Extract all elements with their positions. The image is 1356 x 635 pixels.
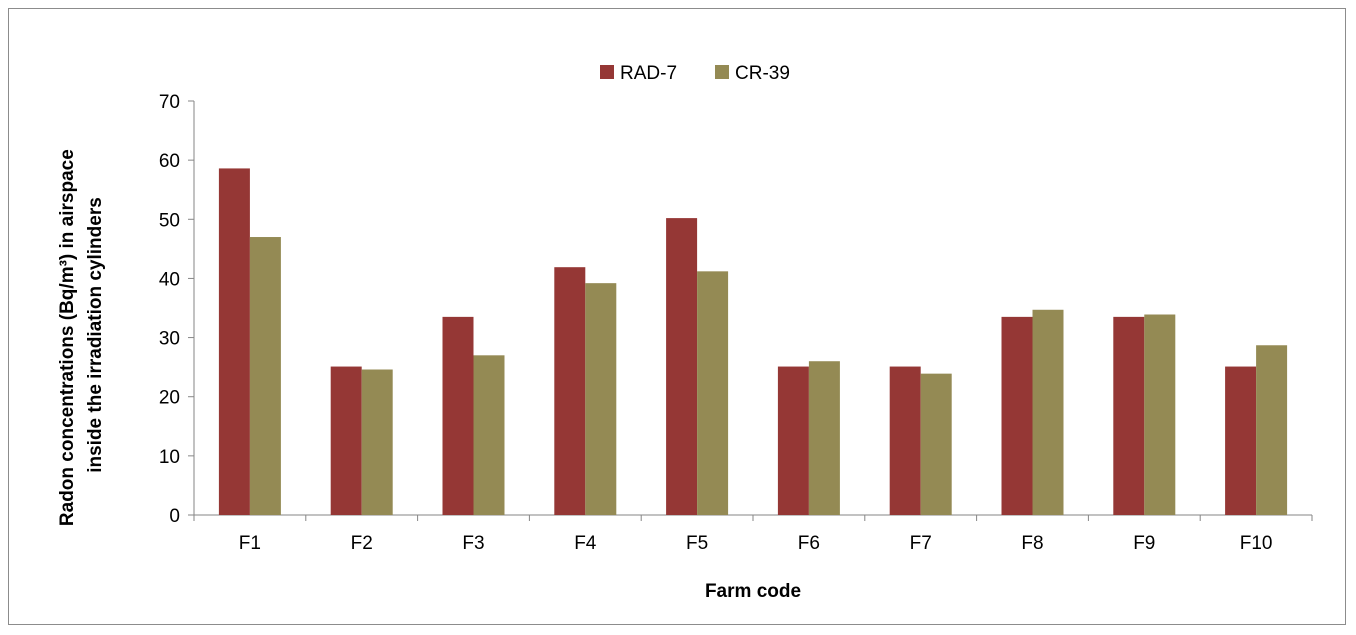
legend-swatch-cr39 bbox=[715, 65, 729, 79]
y-tick-label: 30 bbox=[159, 329, 180, 350]
bar-rad7-f2 bbox=[330, 366, 362, 515]
x-tick-label: F5 bbox=[686, 533, 708, 554]
legend-label-rad7: RAD-7 bbox=[620, 63, 677, 84]
y-axis-title-line-1: Radon concentrations (Bq/m³) in airspace bbox=[57, 149, 78, 526]
legend-label-cr39: CR-39 bbox=[735, 63, 790, 84]
y-axis-title: Radon concentrations (Bq/m³) in airspace… bbox=[57, 144, 106, 526]
bars bbox=[218, 168, 1288, 516]
legend: RAD-7 CR-39 bbox=[600, 63, 790, 84]
bar-rad7-f10 bbox=[1225, 366, 1257, 515]
bar-cr39-f8 bbox=[1032, 309, 1064, 515]
x-tick-label: F2 bbox=[351, 533, 373, 554]
x-tick-label: F8 bbox=[1021, 533, 1043, 554]
legend-swatch-rad7 bbox=[600, 65, 614, 79]
y-tick-label: 70 bbox=[159, 92, 180, 113]
y-tick-label: 10 bbox=[159, 447, 180, 468]
x-axis: F1 F2 F3 F4 F5 F6 F7 F8 F9 F10 bbox=[193, 514, 1313, 554]
bar-rad7-f4 bbox=[554, 267, 586, 515]
bar-rad7-f3 bbox=[442, 316, 474, 515]
bar-cr39-f5 bbox=[697, 271, 729, 515]
y-tick-label: 0 bbox=[169, 506, 180, 527]
x-tick-label: F7 bbox=[910, 533, 932, 554]
bar-cr39-f7 bbox=[920, 373, 952, 515]
y-tick-label: 20 bbox=[159, 388, 180, 409]
y-tick-label: 40 bbox=[159, 269, 180, 290]
bar-rad7-f9 bbox=[1113, 316, 1145, 515]
x-tick-label: F4 bbox=[574, 533, 597, 554]
x-axis-title: Farm code bbox=[705, 581, 801, 602]
bar-rad7-f8 bbox=[1001, 316, 1033, 515]
y-axis-title-line-2: inside the irradiation cylinders bbox=[85, 197, 106, 473]
bar-rad7-f7 bbox=[889, 366, 921, 515]
x-tick-label: F9 bbox=[1133, 533, 1155, 554]
x-tick-label: F1 bbox=[239, 533, 261, 554]
bar-cr39-f10 bbox=[1256, 345, 1288, 515]
bar-rad7-f5 bbox=[666, 218, 698, 516]
bar-cr39-f9 bbox=[1144, 314, 1176, 515]
bar-cr39-f6 bbox=[808, 361, 840, 515]
y-tick-label: 60 bbox=[159, 151, 180, 172]
bar-cr39-f1 bbox=[249, 237, 281, 515]
x-tick-label: F6 bbox=[798, 533, 820, 554]
x-tick-label: F10 bbox=[1240, 533, 1273, 554]
bar-rad7-f1 bbox=[218, 168, 250, 515]
bar-cr39-f4 bbox=[585, 283, 617, 515]
bar-rad7-f6 bbox=[777, 366, 809, 515]
y-axis: 0 10 20 30 40 50 60 70 bbox=[159, 92, 195, 527]
bar-cr39-f3 bbox=[473, 355, 505, 515]
bar-cr39-f2 bbox=[361, 369, 393, 515]
x-tick-label: F3 bbox=[462, 533, 484, 554]
y-tick-label: 50 bbox=[159, 210, 180, 231]
